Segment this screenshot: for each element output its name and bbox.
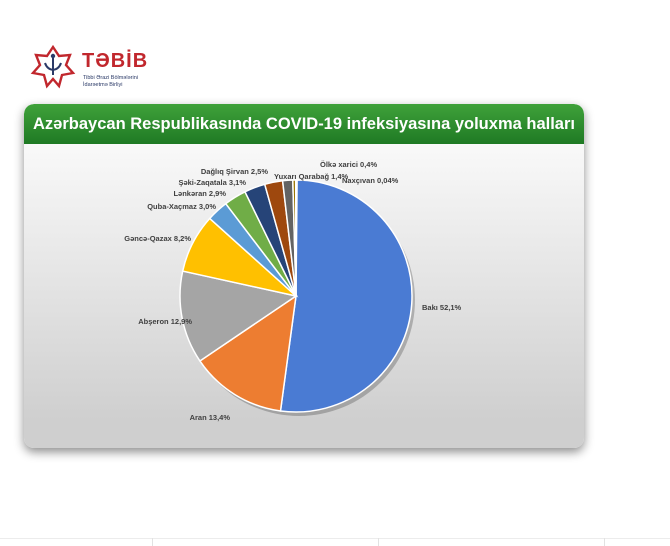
- slice-label-5: Quba-Xaçmaz 3,0%: [147, 202, 216, 211]
- footer-tick: [152, 538, 153, 546]
- slice-label-7: Lənkəran 2,9%: [173, 189, 226, 198]
- slice-label-1: Bakı 52,1%: [422, 303, 462, 312]
- tebib-emblem-icon: [30, 44, 76, 89]
- pie-slice-11: [294, 179, 298, 297]
- chart-card: Azərbaycan Respublikasında COVID-19 infe…: [24, 104, 584, 448]
- footer-divider: [0, 538, 670, 539]
- pie-slice-3: [179, 270, 298, 363]
- slice-label-11: Naxçıvan 0,04%: [342, 176, 399, 185]
- slice-label-2: Aran 13,4%: [190, 413, 231, 422]
- slice-label-8: Dağlıq Şirvan 2,5%: [201, 167, 268, 176]
- slice-label-3: Abşeron 12,9%: [138, 317, 192, 326]
- pie-slice-2: [198, 294, 297, 412]
- slice-label-10: Ölkə xarici 0,4%: [320, 160, 377, 169]
- footer-tick: [604, 538, 605, 546]
- chart-title: Azərbaycan Respublikasında COVID-19 infe…: [24, 104, 584, 144]
- logo-subtitle-line1: Tibbi Ərazi Bölmələrini: [83, 75, 138, 81]
- pie-slice-1: [279, 179, 413, 413]
- pie-chart: Bakı 52,1% Aran 13,4% Abşeron 12,9% Gəncə-Q…: [124, 160, 462, 422]
- slice-label-4: Gəncə-Qazax 8,2%: [124, 234, 191, 243]
- slice-label-6: Şəki-Zaqatala 3,1%: [178, 178, 246, 187]
- tebib-logo: TƏBİB Tibbi Ərazi Bölmələrini İdarəetmə …: [30, 44, 180, 104]
- logo-subtitle: Tibbi Ərazi Bölmələrini İdarəetmə Birliy…: [83, 75, 153, 89]
- logo-subtitle-line2: İdarəetmə Birliyi: [83, 82, 123, 88]
- slice-label-9: Yuxarı Qarabağ 1,4%: [274, 172, 349, 181]
- footer-tick: [378, 538, 379, 546]
- logo-title: TƏBİB: [82, 50, 149, 72]
